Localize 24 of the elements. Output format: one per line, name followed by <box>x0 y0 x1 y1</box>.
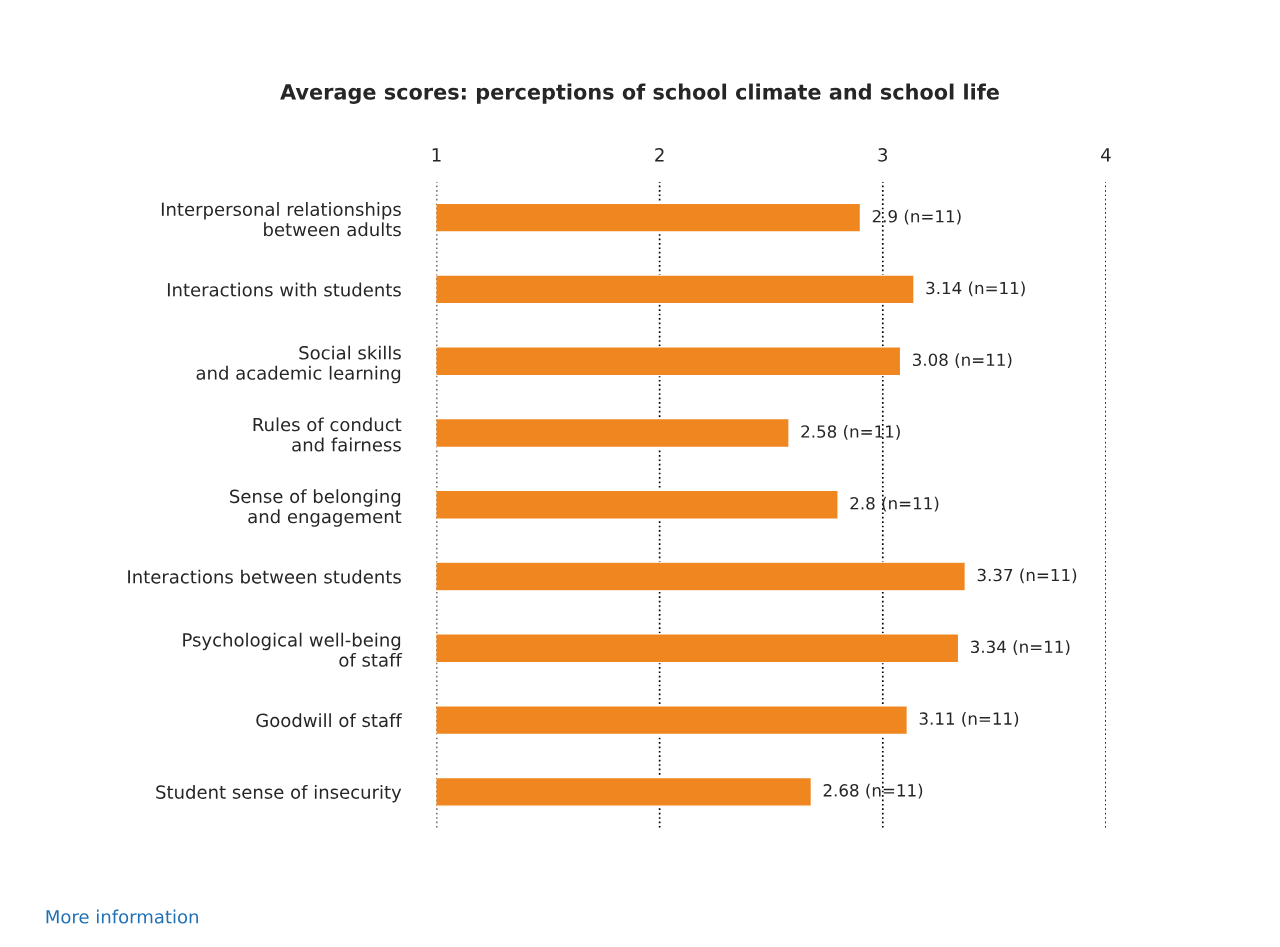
data-label: 2.58 (n=11) <box>801 424 900 440</box>
y-tick-label: Interactions between students <box>128 569 401 584</box>
x-tick-label: 4 <box>1101 148 1111 162</box>
data-label: 3.34 (n=11) <box>971 640 1070 656</box>
data-label: 2.68 (n=11) <box>823 783 923 799</box>
y-tick-label: Rules of conduct and fairness <box>253 417 402 452</box>
data-label: 3.11 (n=11) <box>919 711 1019 727</box>
y-tick-label: Interactions with students <box>167 282 401 297</box>
y-tick-label: Social skills and academic learning <box>196 345 401 384</box>
data-label: 2.9 (n=11) <box>872 209 961 225</box>
y-tick-label: Psychological well-being of staff <box>183 632 403 667</box>
y-tick-label: Sense of belonging and engagement <box>230 489 402 527</box>
y-tick-label: Interpersonal relationships between adults <box>161 202 401 237</box>
text: More information <box>46 909 198 924</box>
data-label: 3.37 (n=11) <box>977 568 1077 584</box>
y-tick-label: Goodwill of staff <box>256 713 403 728</box>
data-label: 2.8 (n=11) <box>850 496 939 512</box>
x-tick-label: 2 <box>655 148 664 162</box>
data-label: 3.14 (n=11) <box>926 281 1025 297</box>
y-tick-label: Student sense of insecurity <box>156 784 402 803</box>
chart-title: Average scores: perceptions of school climate and school life <box>280 83 999 104</box>
data-label: 3.08 (n=11) <box>913 353 1012 369</box>
x-tick-label: 3 <box>878 148 888 162</box>
x-tick-label: 1 <box>432 148 441 162</box>
